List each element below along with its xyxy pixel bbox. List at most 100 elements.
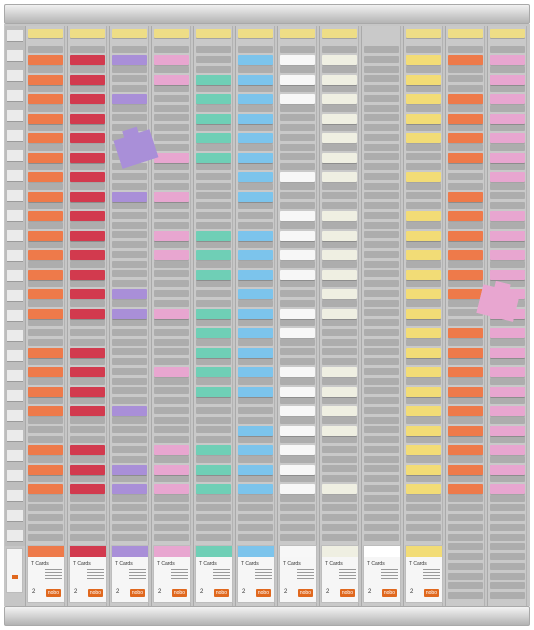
card-teal[interactable] bbox=[196, 133, 231, 143]
card-orange[interactable] bbox=[28, 367, 63, 377]
card-white[interactable] bbox=[280, 74, 315, 85]
card-orange[interactable] bbox=[448, 211, 483, 221]
header-card[interactable] bbox=[238, 29, 273, 38]
card-white[interactable] bbox=[280, 211, 315, 221]
card-orange[interactable] bbox=[448, 386, 483, 397]
card-pink[interactable] bbox=[154, 191, 189, 202]
card-yellow[interactable] bbox=[406, 74, 441, 85]
card-violet[interactable] bbox=[112, 406, 147, 416]
card-orange[interactable] bbox=[448, 250, 483, 260]
card-pink[interactable] bbox=[490, 425, 525, 436]
card-orange[interactable] bbox=[28, 289, 63, 299]
card-yellow[interactable] bbox=[406, 445, 441, 455]
card-orange[interactable] bbox=[448, 55, 483, 65]
card-yellow[interactable] bbox=[406, 269, 441, 280]
card-orange[interactable] bbox=[28, 445, 63, 455]
card-blue[interactable] bbox=[238, 250, 273, 260]
card-violet[interactable] bbox=[112, 94, 147, 104]
card-yellow[interactable] bbox=[406, 55, 441, 65]
card-yellow[interactable] bbox=[406, 484, 441, 494]
card-pink[interactable] bbox=[490, 367, 525, 377]
card-yellow[interactable] bbox=[406, 425, 441, 436]
card-red[interactable] bbox=[70, 172, 105, 182]
card-teal[interactable] bbox=[196, 464, 231, 475]
card-cream[interactable] bbox=[322, 269, 357, 280]
card-red[interactable] bbox=[70, 211, 105, 221]
card-blue[interactable] bbox=[238, 367, 273, 377]
card-red[interactable] bbox=[70, 289, 105, 299]
card-red[interactable] bbox=[70, 113, 105, 124]
card-yellow[interactable] bbox=[406, 230, 441, 241]
card-orange[interactable] bbox=[28, 55, 63, 65]
card-blue[interactable] bbox=[238, 133, 273, 143]
card-pink[interactable] bbox=[490, 386, 525, 397]
card-white[interactable] bbox=[280, 55, 315, 65]
card-violet[interactable] bbox=[112, 191, 147, 202]
card-red[interactable] bbox=[70, 250, 105, 260]
card-orange[interactable] bbox=[28, 269, 63, 280]
card-white[interactable] bbox=[280, 367, 315, 377]
card-cream[interactable] bbox=[322, 425, 357, 436]
card-red[interactable] bbox=[70, 133, 105, 143]
card-orange[interactable] bbox=[448, 328, 483, 338]
card-cream[interactable] bbox=[322, 74, 357, 85]
card-blue[interactable] bbox=[238, 74, 273, 85]
card-blue[interactable] bbox=[238, 386, 273, 397]
card-violet[interactable] bbox=[112, 289, 147, 299]
card-red[interactable] bbox=[70, 269, 105, 280]
card-pink[interactable] bbox=[154, 445, 189, 455]
card-orange[interactable] bbox=[448, 113, 483, 124]
card-red[interactable] bbox=[70, 464, 105, 475]
header-card[interactable] bbox=[112, 29, 147, 38]
card-blue[interactable] bbox=[238, 94, 273, 104]
card-blue[interactable] bbox=[238, 425, 273, 436]
card-yellow[interactable] bbox=[406, 308, 441, 319]
card-cream[interactable] bbox=[322, 211, 357, 221]
card-blue[interactable] bbox=[238, 55, 273, 65]
card-white[interactable] bbox=[280, 328, 315, 338]
card-yellow[interactable] bbox=[406, 328, 441, 338]
card-red[interactable] bbox=[70, 484, 105, 494]
card-red[interactable] bbox=[70, 230, 105, 241]
card-red[interactable] bbox=[70, 94, 105, 104]
card-white[interactable] bbox=[280, 94, 315, 104]
card-pink[interactable] bbox=[490, 347, 525, 358]
card-violet[interactable] bbox=[112, 55, 147, 65]
card-pink[interactable] bbox=[490, 484, 525, 494]
card-cream[interactable] bbox=[322, 55, 357, 65]
card-teal[interactable] bbox=[196, 152, 231, 163]
card-pink[interactable] bbox=[490, 55, 525, 65]
card-yellow[interactable] bbox=[406, 347, 441, 358]
card-pink[interactable] bbox=[490, 328, 525, 338]
card-yellow[interactable] bbox=[406, 250, 441, 260]
card-orange[interactable] bbox=[28, 113, 63, 124]
card-box[interactable]: T Cards 2 nobo bbox=[69, 545, 107, 603]
card-orange[interactable] bbox=[28, 133, 63, 143]
card-red[interactable] bbox=[70, 191, 105, 202]
card-orange[interactable] bbox=[28, 172, 63, 182]
card-pink[interactable] bbox=[490, 445, 525, 455]
card-yellow[interactable] bbox=[406, 172, 441, 182]
card-cream[interactable] bbox=[322, 406, 357, 416]
card-box[interactable]: T Cards 2 nobo bbox=[321, 545, 359, 603]
card-white[interactable] bbox=[280, 425, 315, 436]
card-orange[interactable] bbox=[448, 406, 483, 416]
card-cream[interactable] bbox=[322, 230, 357, 241]
card-teal[interactable] bbox=[196, 386, 231, 397]
card-cream[interactable] bbox=[322, 289, 357, 299]
card-blue[interactable] bbox=[238, 230, 273, 241]
header-card[interactable] bbox=[70, 29, 105, 38]
card-yellow[interactable] bbox=[406, 289, 441, 299]
card-orange[interactable] bbox=[448, 230, 483, 241]
card-white[interactable] bbox=[280, 445, 315, 455]
card-pink[interactable] bbox=[490, 211, 525, 221]
card-orange[interactable] bbox=[28, 191, 63, 202]
card-violet[interactable] bbox=[112, 484, 147, 494]
card-white[interactable] bbox=[280, 386, 315, 397]
card-teal[interactable] bbox=[196, 250, 231, 260]
card-pink[interactable] bbox=[490, 250, 525, 260]
card-pink[interactable] bbox=[490, 406, 525, 416]
card-box[interactable]: T Cards 2 nobo bbox=[111, 545, 149, 603]
card-yellow[interactable] bbox=[406, 133, 441, 143]
card-teal[interactable] bbox=[196, 308, 231, 319]
